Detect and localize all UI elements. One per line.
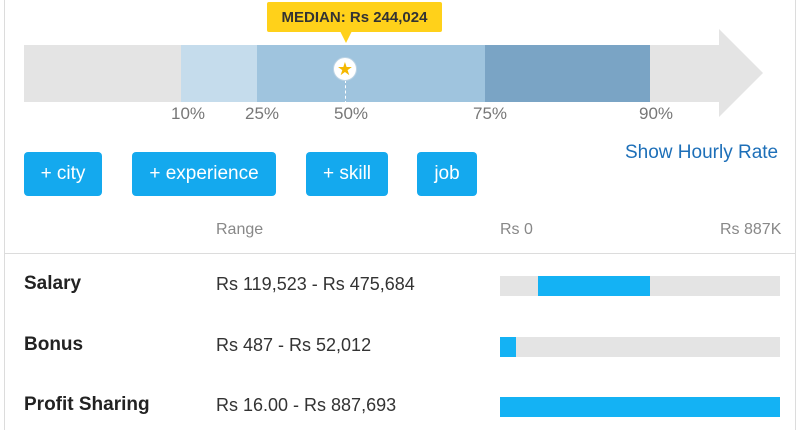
add-skill-button[interactable]: + skill — [306, 152, 388, 196]
median-badge-pointer — [340, 31, 352, 43]
show-hourly-rate-link[interactable]: Show Hourly Rate — [625, 142, 779, 163]
percentile-label-90: 90% — [638, 104, 674, 123]
star-icon: ★ — [333, 57, 357, 81]
add-experience-button[interactable]: + experience — [132, 152, 276, 196]
percentile-label-75: 75% — [472, 104, 508, 123]
row-label-profit-sharing: Profit Sharing — [24, 394, 150, 415]
range-column-header: Range — [216, 221, 264, 238]
table-divider — [4, 253, 796, 254]
percentile-arrow-head — [719, 29, 763, 117]
median-badge: MEDIAN: Rs 244,024 — [267, 2, 442, 32]
row-label-bonus: Bonus — [24, 334, 84, 355]
range-fill-profit-sharing — [500, 397, 780, 417]
add-city-button[interactable]: + city — [24, 152, 102, 196]
scale-min-label: Rs 0 — [500, 221, 533, 238]
percentile-label-50: 50% — [333, 104, 369, 123]
percentile-band-10-25 — [181, 45, 257, 102]
salary-panel — [4, 0, 796, 430]
range-bar-profit-sharing — [500, 397, 780, 417]
range-bar-bonus — [500, 337, 780, 357]
range-fill-salary — [537, 276, 651, 296]
median-line — [345, 80, 346, 104]
percentile-label-25: 25% — [244, 104, 280, 123]
range-bar-salary — [500, 276, 780, 296]
range-fill-bonus — [500, 337, 517, 357]
row-range-bonus: Rs 487 - Rs 52,012 — [216, 335, 372, 355]
row-range-profit-sharing: Rs 16.00 - Rs 887,693 — [216, 395, 397, 415]
row-range-salary: Rs 119,523 - Rs 475,684 — [216, 274, 415, 294]
percentile-band-25-75 — [257, 45, 485, 102]
percentile-band-75-90 — [485, 45, 650, 102]
percentile-label-10: 10% — [170, 104, 206, 123]
scale-max-label: Rs 887K — [720, 221, 782, 238]
job-button[interactable]: job — [417, 152, 477, 196]
row-label-salary: Salary — [24, 273, 82, 294]
